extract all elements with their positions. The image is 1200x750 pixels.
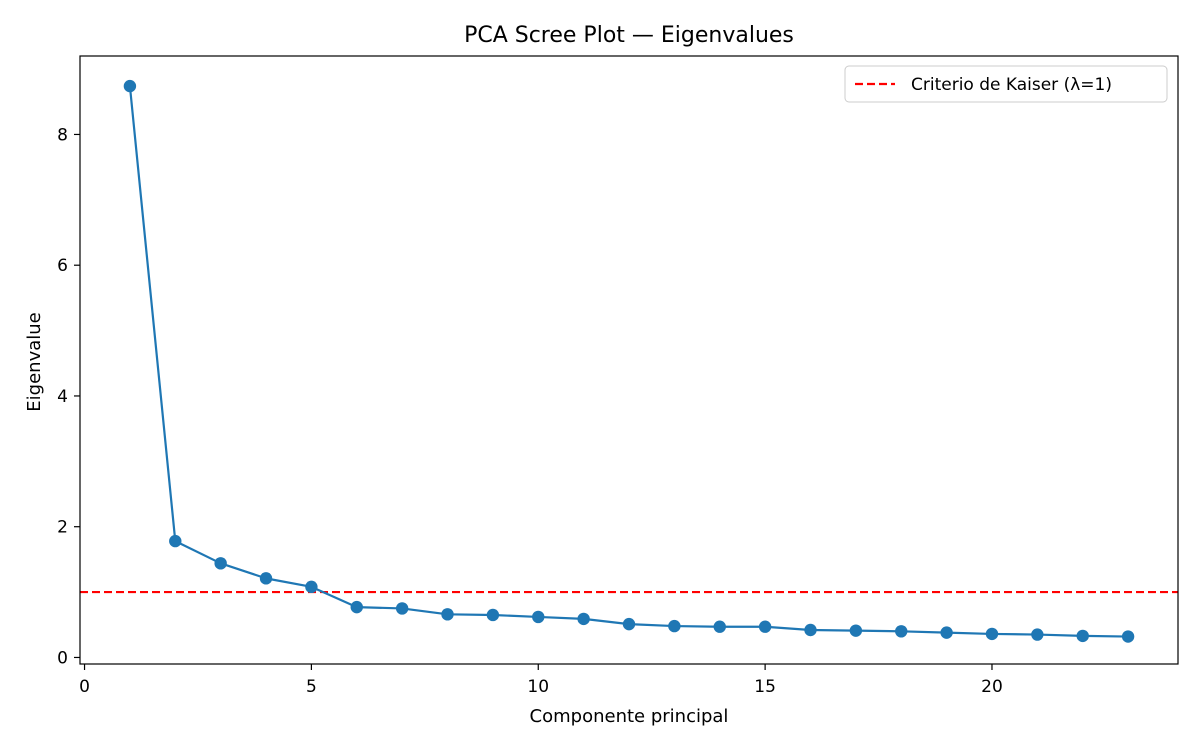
data-point-2 — [169, 534, 182, 548]
data-point-7 — [395, 602, 409, 615]
x-tick-label: 0 — [79, 677, 90, 697]
data-point-20 — [985, 627, 999, 641]
x-axis-label: Componente principal — [530, 706, 729, 727]
data-point-12 — [622, 617, 636, 631]
data-point-22 — [1076, 629, 1089, 643]
x-tick-label: 5 — [306, 677, 317, 697]
y-tick-label: 2 — [57, 518, 68, 538]
legend-label-kaiser: Criterio de Kaiser (λ=1) — [911, 75, 1112, 95]
data-point-13 — [668, 619, 681, 633]
data-point-1 — [123, 79, 137, 93]
data-point-21 — [1031, 628, 1044, 641]
y-tick-label: 4 — [57, 387, 68, 407]
data-point-14 — [713, 620, 726, 633]
data-point-10 — [532, 610, 545, 624]
data-point-11 — [577, 612, 590, 626]
data-point-15 — [758, 620, 772, 633]
chart-title: PCA Scree Plot — Eigenvalues — [464, 23, 794, 48]
legend: Criterio de Kaiser (λ=1) — [844, 65, 1168, 103]
data-point-8 — [441, 608, 454, 621]
legend-box — [844, 65, 1168, 103]
data-point-19 — [940, 626, 953, 639]
y-tick-label: 0 — [57, 648, 68, 668]
x-tick-label: 20 — [981, 677, 1003, 697]
data-point-23 — [1121, 630, 1135, 643]
x-tick-label: 15 — [754, 677, 776, 697]
data-point-17 — [849, 624, 863, 637]
y-tick-label: 8 — [57, 125, 68, 145]
data-point-6 — [350, 600, 363, 614]
axes: 0 5 10 15 20 0 2 4 6 8 — [57, 55, 1179, 697]
x-tick-label: 10 — [527, 677, 549, 697]
data-point-4 — [259, 572, 273, 585]
data-point-3 — [214, 557, 227, 570]
plot-area — [80, 79, 1178, 643]
data-point-18 — [895, 625, 908, 638]
data-point-16 — [804, 623, 817, 637]
series-line — [128, 85, 1129, 638]
y-axis-label: Eigenvalue — [24, 312, 45, 411]
plot-frame — [79, 55, 1179, 665]
data-point-9 — [486, 608, 500, 622]
data-point-5 — [305, 580, 318, 594]
y-tick-label: 6 — [57, 256, 68, 276]
